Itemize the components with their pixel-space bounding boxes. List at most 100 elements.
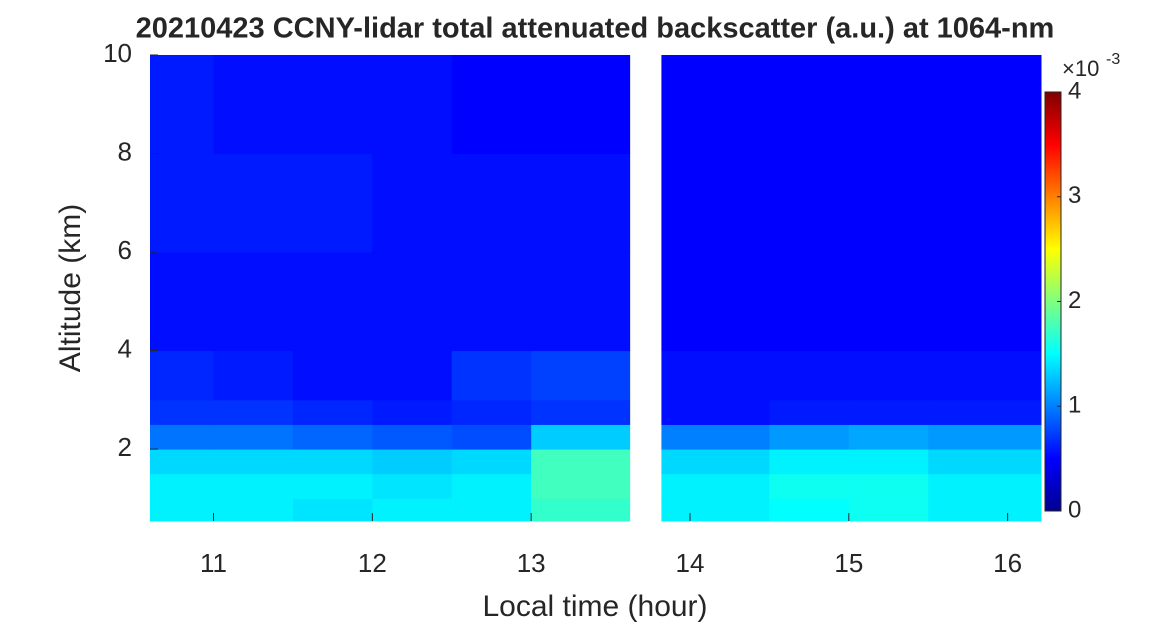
heatmap-cell: [213, 449, 294, 475]
heatmap-cell: [150, 473, 215, 499]
heatmap-cell: [769, 252, 850, 352]
heatmap-cell: [531, 252, 631, 352]
heatmap-cell: [372, 498, 453, 522]
heatmap-cell: [292, 449, 373, 475]
heatmap-cell: [928, 424, 1042, 450]
x-axis-label: Local time (hour): [482, 590, 707, 623]
heatmap-cell: [769, 399, 850, 425]
y-tick-label: 10: [103, 38, 132, 68]
colorbar-scale-exponent: -3: [1106, 51, 1120, 68]
heatmap-cell: [531, 55, 631, 155]
y-tick-label: 4: [118, 333, 132, 363]
x-tick-label: 13: [517, 548, 546, 578]
heatmap-cell: [451, 252, 532, 352]
heatmap-cell: [150, 350, 215, 401]
heatmap-cell: [848, 399, 929, 425]
x-tick-label: 14: [676, 548, 705, 578]
heatmap-cell: [451, 424, 532, 450]
heatmap-cell: [451, 399, 532, 425]
heatmap-cell: [531, 399, 631, 425]
heatmap-cell: [848, 252, 929, 352]
heatmap-cell: [372, 473, 453, 499]
y-tick-label: 2: [118, 432, 132, 462]
colorbar-tick-label: 2: [1068, 287, 1081, 314]
heatmap-cell: [848, 350, 929, 401]
chart-title: 20210423 CCNY-lidar total attenuated bac…: [136, 13, 1055, 45]
heatmap-cell: [292, 424, 373, 450]
x-tick-label: 16: [993, 548, 1022, 578]
heatmap-cell: [372, 350, 453, 401]
heatmap-cell: [661, 252, 770, 352]
heatmap-cell: [531, 498, 631, 522]
heatmap-cell: [213, 473, 294, 499]
heatmap-cell: [661, 153, 770, 253]
heatmap-cell: [928, 473, 1042, 499]
heatmap-cell: [213, 498, 294, 522]
heatmap-cell: [928, 498, 1042, 522]
y-tick-label: 6: [118, 235, 132, 265]
heatmap-cell: [292, 473, 373, 499]
heatmap-cell: [150, 424, 215, 450]
heatmap-cell: [292, 153, 373, 253]
heatmap-cell: [848, 153, 929, 253]
heatmap-cell: [213, 424, 294, 450]
heatmap-cell: [531, 424, 631, 450]
heatmap-cell: [451, 350, 532, 401]
heatmap: [150, 55, 1042, 522]
heatmap-cell: [531, 449, 631, 475]
heatmap-cell: [928, 252, 1042, 352]
heatmap-cell: [150, 55, 215, 155]
heatmap-cell: [769, 350, 850, 401]
heatmap-cell: [372, 424, 453, 450]
heatmap-cell: [451, 55, 532, 155]
heatmap-cell: [372, 55, 453, 155]
x-tick-label: 15: [834, 548, 863, 578]
heatmap-cell: [661, 449, 770, 475]
heatmap-cell: [150, 399, 215, 425]
x-tick-label: 12: [358, 548, 387, 578]
heatmap-cell: [928, 449, 1042, 475]
heatmap-cell: [451, 449, 532, 475]
colorbar-tick-label: 4: [1068, 77, 1081, 104]
heatmap-cell: [848, 473, 929, 499]
heatmap-cell: [848, 424, 929, 450]
heatmap-cell: [372, 153, 453, 253]
heatmap-cell: [451, 153, 532, 253]
heatmap-cell: [150, 153, 215, 253]
heatmap-cell: [292, 498, 373, 522]
y-tick-label: 8: [118, 136, 132, 166]
heatmap-cell: [769, 424, 850, 450]
heatmap-cell: [451, 473, 532, 499]
heatmap-cell: [661, 473, 770, 499]
heatmap-cell: [531, 473, 631, 499]
heatmap-cell: [213, 252, 294, 352]
heatmap-cell: [150, 449, 215, 475]
x-tick-label: 11: [200, 548, 227, 578]
heatmap-cell: [769, 473, 850, 499]
colorbar-scale: ×10: [1062, 56, 1099, 81]
heatmap-cell: [848, 55, 929, 155]
heatmap-cell: [292, 252, 373, 352]
heatmap-cell: [531, 350, 631, 401]
y-axis-label: Altitude (km): [54, 204, 87, 372]
heatmap-cell: [848, 449, 929, 475]
heatmap-cell: [661, 498, 770, 522]
heatmap-cell: [769, 498, 850, 522]
heatmap-cell: [372, 449, 453, 475]
heatmap-cell: [928, 55, 1042, 155]
heatmap-cell: [372, 252, 453, 352]
colorbar-tick-label: 0: [1068, 496, 1081, 523]
heatmap-cell: [928, 399, 1042, 425]
heatmap-cell: [928, 350, 1042, 401]
heatmap-cell: [213, 399, 294, 425]
heatmap-cell: [661, 424, 770, 450]
heatmap-cell: [769, 449, 850, 475]
heatmap-cell: [372, 399, 453, 425]
heatmap-cell: [769, 153, 850, 253]
colorbar-tick-label: 3: [1068, 182, 1081, 209]
heatmap-cell: [661, 55, 770, 155]
heatmap-cell: [451, 498, 532, 522]
heatmap-cell: [531, 153, 631, 253]
heatmap-cell: [928, 153, 1042, 253]
heatmap-cell: [292, 350, 373, 401]
